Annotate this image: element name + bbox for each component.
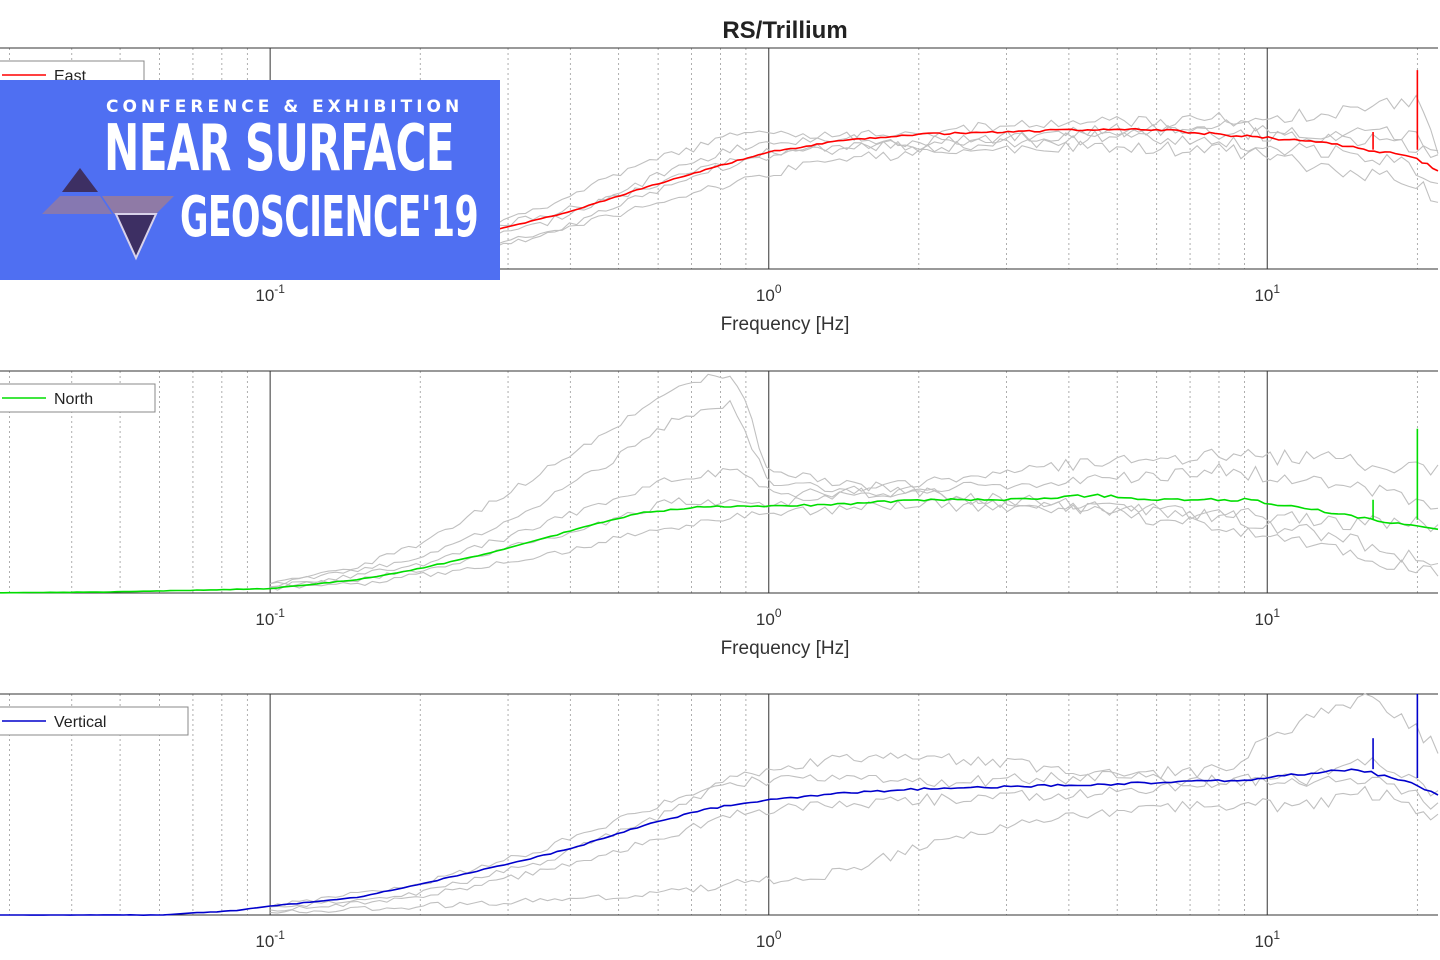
east-x-tick-label: 101 xyxy=(1254,282,1280,305)
north-legend: North xyxy=(0,383,156,413)
logo-right-band xyxy=(102,196,174,214)
logo-mid-band xyxy=(42,196,112,214)
logo-top-triangle xyxy=(62,168,98,192)
east-x-axis-label: Frequency [Hz] xyxy=(721,314,850,335)
north-x-tick-label: 10-1 xyxy=(255,606,285,629)
vertical-background-series xyxy=(270,757,1439,912)
north-background-series xyxy=(270,399,1439,585)
vertical-x-tick-label: 10-1 xyxy=(255,928,285,951)
vertical-series-line xyxy=(0,768,1439,917)
banner-tagline: CONFERENCE & EXHIBITION xyxy=(106,97,464,117)
east-x-tick-label: 100 xyxy=(756,282,782,305)
vertical-legend: Vertical xyxy=(0,706,189,736)
north-background-series xyxy=(269,498,1439,591)
logo-outline-triangle xyxy=(114,213,158,261)
conference-banner: CONFERENCE & EXHIBITION NEAR SURFACE GEO… xyxy=(0,80,500,280)
stacked-triangles-logo-icon xyxy=(42,168,174,261)
vertical-background-series xyxy=(270,785,1439,914)
vertical-background-series xyxy=(269,693,1439,908)
north-legend-label: North xyxy=(54,391,93,408)
axis-labels: Frequency [Hz] Frequency [Hz] xyxy=(721,314,850,659)
banner-title-line1: NEAR SURFACE xyxy=(104,112,455,186)
vertical-x-tick-label: 100 xyxy=(756,928,782,951)
north-x-tick-label: 101 xyxy=(1254,606,1280,629)
north-background-series xyxy=(270,373,1439,585)
vertical-legend-label: Vertical xyxy=(54,714,106,731)
north-background-series xyxy=(270,462,1439,588)
vertical-background-series xyxy=(270,752,1439,908)
east-x-tick-label: 10-1 xyxy=(255,282,285,305)
north-series-line xyxy=(0,493,1439,594)
north-x-axis-label: Frequency [Hz] xyxy=(721,638,850,659)
tick-labels: 10-1 100 101 10-1 100 101 10-1 100 101 xyxy=(255,282,1280,951)
banner-title-line2: GEOSCIENCE'19 xyxy=(180,185,479,250)
north-x-tick-label: 100 xyxy=(756,606,782,629)
north-background-series xyxy=(270,448,1439,588)
vertical-x-tick-label: 101 xyxy=(1254,928,1280,951)
chart-title: RS/Trillium xyxy=(722,17,847,44)
